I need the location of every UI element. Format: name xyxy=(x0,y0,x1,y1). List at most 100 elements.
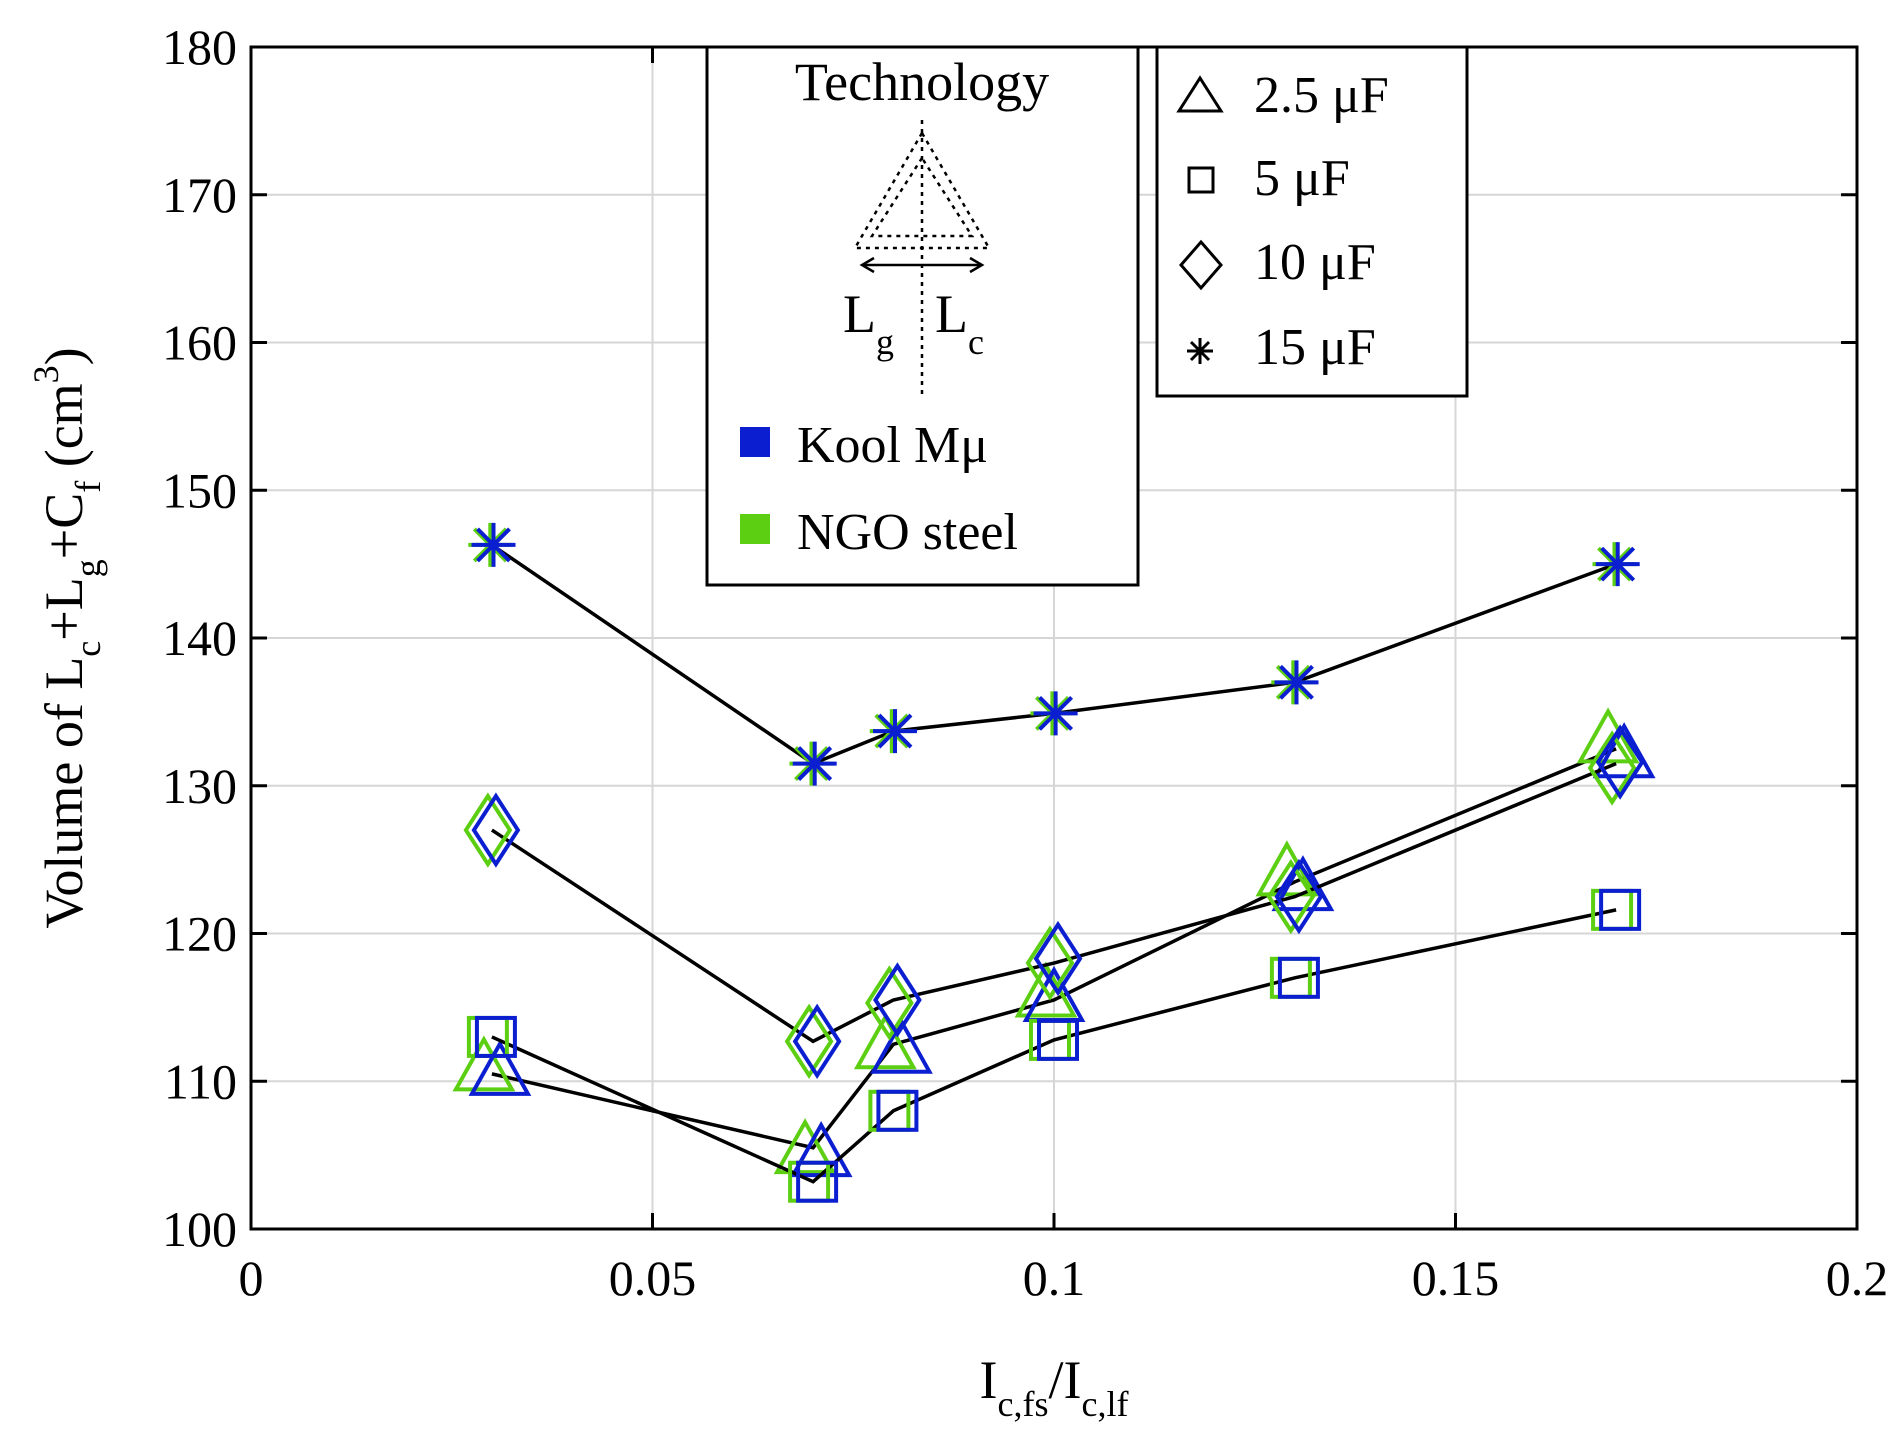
x-tick-label: 0.05 xyxy=(609,1250,697,1306)
kool-asterisk-point-stroke xyxy=(797,746,833,782)
y-axis-title-plus2: +C xyxy=(34,493,94,559)
kool-asterisk-point xyxy=(792,741,837,786)
x-axis-title: Ic,fs/Ic,lf xyxy=(980,1350,1129,1424)
ngo-diamond-point xyxy=(865,965,914,1041)
series-line-diamond xyxy=(490,761,1617,1044)
kool-diamond-point xyxy=(792,1003,842,1080)
kool-asterisk-point-stroke xyxy=(1279,664,1314,700)
ngo-diamond-point xyxy=(1025,925,1075,1001)
diagram-label-lc: Lc xyxy=(935,284,984,362)
data-series xyxy=(452,522,1656,1203)
legend-square-icon xyxy=(1187,166,1215,194)
diagram-arrow-left-head xyxy=(859,256,875,274)
technology-legend-box xyxy=(705,45,1140,587)
diagram-arrow-right-head xyxy=(969,256,985,274)
ngo-diamond-point xyxy=(1587,730,1637,806)
legend-asterisk-icon xyxy=(1187,338,1213,364)
y-axis-title-unit-close: ) xyxy=(34,347,94,365)
legend-label-10uf: 10 μF xyxy=(1254,234,1376,291)
kool-diamond-point xyxy=(873,962,922,1038)
kool-asterisk-point-stroke xyxy=(1600,546,1636,582)
kool-triangle-point xyxy=(1592,722,1656,779)
series-line-triangle xyxy=(491,747,1617,1150)
y-axis-title-f-sub: f xyxy=(68,481,108,493)
legend-label-15uf: 15 μF xyxy=(1254,319,1376,376)
kool-asterisk-point xyxy=(1595,542,1640,587)
y-tick-label: 100 xyxy=(162,1201,237,1257)
kool-mu-swatch xyxy=(740,427,770,457)
kool-triangle-point xyxy=(870,1017,933,1074)
diagram-arrow xyxy=(859,256,985,274)
kool-square-point xyxy=(474,1015,517,1058)
y-axis-title-unit-sup: 3 xyxy=(26,365,66,383)
legend-label-5uf: 5 μF xyxy=(1254,150,1350,207)
capacitance-legend: 2.5 μF 5 μF 10 μF 15 μF xyxy=(1155,45,1469,398)
diagram-label-lc-sub: c xyxy=(968,322,984,362)
air-gap-diagram xyxy=(852,120,992,398)
kool-asterisk-point xyxy=(1274,660,1319,705)
y-tick-label: 170 xyxy=(162,167,237,223)
kool-asterisk-point xyxy=(471,522,516,567)
series-line-square xyxy=(491,908,1617,1184)
kool-square-point xyxy=(1037,1018,1080,1061)
ngo-diamond-point xyxy=(463,792,513,868)
ngo-triangle-point xyxy=(1576,707,1640,764)
ngo-triangle-point xyxy=(1255,840,1319,897)
ngo-diamond-point xyxy=(784,1003,834,1080)
technology-legend: Technology Lg Lc Kool Mμ NGO steel xyxy=(705,45,1140,587)
x-tick-label: 0 xyxy=(239,1250,264,1306)
kool-asterisk-point-stroke xyxy=(476,527,511,563)
y-tick-label: 180 xyxy=(162,19,237,75)
kool-mu-label: Kool Mμ xyxy=(797,417,988,474)
kool-square-point xyxy=(796,1160,839,1203)
ngo-steel-label: NGO steel xyxy=(797,504,1018,561)
kool-diamond-point xyxy=(471,792,521,868)
y-tick-label: 130 xyxy=(162,758,237,814)
y-tick-label: 150 xyxy=(162,462,237,518)
y-tick-label: 140 xyxy=(162,610,237,666)
ngo-triangle-point xyxy=(853,1013,917,1070)
diagram-inner-triangle xyxy=(869,155,975,238)
y-tick-label: 160 xyxy=(162,315,237,371)
kool-triangle-point xyxy=(468,1039,532,1096)
x-tick-label: 0.2 xyxy=(1826,1250,1889,1306)
diagram-label-lg-sub: g xyxy=(876,322,894,362)
x-axis-title-sub1: c,fs xyxy=(998,1384,1049,1424)
diagram-label-lc-main: L xyxy=(935,284,968,344)
x-axis-title-slash: /I xyxy=(1049,1350,1082,1410)
diagram-outer-triangle xyxy=(852,130,992,250)
axis-ticks: 0 0.05 0.1 0.15 0.2 100 110 120 130 140 150 160 170 1… xyxy=(162,19,1888,1306)
ngo-diamond-point xyxy=(1266,858,1316,935)
legend-asterisk-stroke-d2 xyxy=(1189,340,1211,362)
y-axis-title-unit-open: (cm xyxy=(34,383,94,480)
technology-legend-title: Technology xyxy=(795,52,1049,112)
y-axis-title-c-sub: c xyxy=(68,641,108,657)
diagram-label-lg-main: L xyxy=(843,284,876,344)
x-tick-label: 0.1 xyxy=(1023,1250,1086,1306)
ngo-steel-swatch xyxy=(740,514,770,544)
diagram-label-lg: Lg xyxy=(843,284,894,362)
ngo-triangle-point xyxy=(452,1035,516,1092)
y-axis-title-g-sub: g xyxy=(68,559,108,577)
x-axis-title-main: I xyxy=(980,1350,998,1410)
capacitance-legend-box xyxy=(1155,45,1469,398)
y-axis-title: Volume of Lc+Lg+Cf (cm3) xyxy=(26,347,108,928)
legend-triangle-icon xyxy=(1176,75,1224,113)
kool-square-point xyxy=(1599,888,1642,931)
kool-diamond-point xyxy=(1595,724,1645,800)
kool-diamond-point xyxy=(1033,920,1083,997)
kool-diamond-point xyxy=(1274,858,1324,935)
series-line-asterisk xyxy=(490,543,1617,766)
kool-asterisk-point xyxy=(873,709,918,754)
kool-square-point xyxy=(1277,956,1320,999)
x-tick-label: 0.15 xyxy=(1412,1250,1500,1306)
y-axis-title-prefix: Volume of L xyxy=(34,657,94,929)
y-tick-label: 120 xyxy=(162,906,237,962)
x-axis-title-sub2: c,lf xyxy=(1082,1384,1129,1424)
ngo-triangle-point xyxy=(773,1118,837,1175)
legend-diamond-icon xyxy=(1179,239,1223,291)
kool-square-point xyxy=(876,1089,919,1132)
kool-asterisk-point-stroke xyxy=(1038,695,1074,731)
kool-asterisk-point xyxy=(1033,691,1078,736)
y-tick-label: 110 xyxy=(164,1053,237,1109)
